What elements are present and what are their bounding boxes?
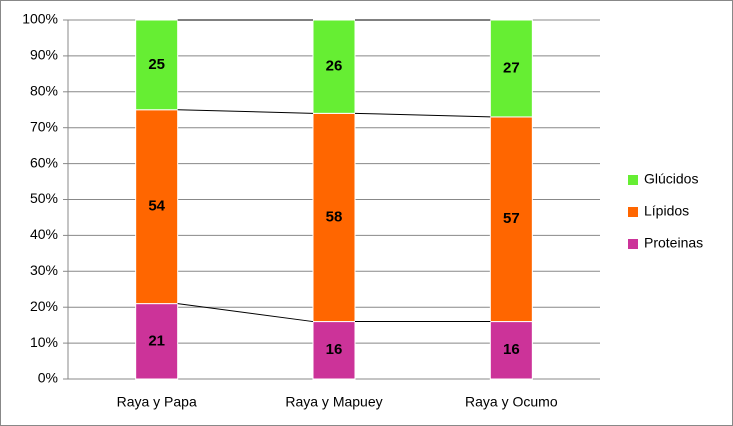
legend-label: Glúcidos <box>644 171 698 187</box>
y-tick-label: 50% <box>30 190 58 206</box>
bar-segment <box>312 112 356 323</box>
bar-segment <box>489 19 533 118</box>
series-line <box>354 112 491 118</box>
bar-segment <box>489 116 533 323</box>
x-tick-label: Raya y Ocumo <box>465 394 558 410</box>
bar-segment <box>489 321 533 380</box>
data-label: 16 <box>326 341 343 358</box>
bar-segment <box>135 109 179 305</box>
y-tick-label: 70% <box>30 118 58 134</box>
legend-label: Lípidos <box>644 203 689 219</box>
x-tick-label: Raya y Mapuey <box>285 394 382 410</box>
legend-swatch <box>628 239 638 249</box>
bar-segment <box>135 303 179 380</box>
legend-swatch <box>628 207 638 217</box>
y-tick-label: 60% <box>30 154 58 170</box>
bar-segment <box>312 321 356 380</box>
y-tick-label: 40% <box>30 226 58 242</box>
series-line <box>177 303 314 323</box>
data-label: 26 <box>326 58 343 75</box>
y-tick-label: 80% <box>30 83 58 99</box>
data-label: 16 <box>503 341 520 358</box>
y-tick-label: 10% <box>30 334 58 350</box>
y-tick-label: 90% <box>30 47 58 63</box>
series-line <box>177 109 314 114</box>
legend-swatch <box>628 175 638 185</box>
bar-segment <box>312 19 356 114</box>
y-tick-label: 20% <box>30 298 58 314</box>
y-tick-label: 30% <box>30 262 58 278</box>
data-label: 25 <box>148 56 165 73</box>
data-label: 57 <box>503 210 520 227</box>
y-tick-label: 0% <box>38 370 58 386</box>
y-tick-label: 100% <box>22 11 58 27</box>
data-label: 54 <box>148 198 165 215</box>
data-label: 58 <box>326 208 343 225</box>
data-label: 27 <box>503 59 520 76</box>
data-label: 21 <box>148 332 165 349</box>
bar-segment <box>135 19 179 111</box>
x-tick-label: Raya y Papa <box>117 394 197 410</box>
legend-label: Proteinas <box>644 235 703 251</box>
